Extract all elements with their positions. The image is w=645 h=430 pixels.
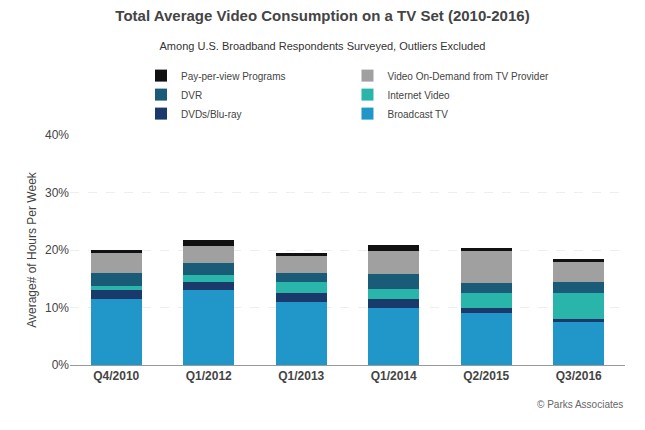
svg-text:Q1/2013: Q1/2013 xyxy=(278,369,324,383)
svg-text:Among U.S. Broadband Responden: Among U.S. Broadband Respondents Surveye… xyxy=(160,40,486,52)
svg-text:DVR: DVR xyxy=(181,90,202,101)
svg-text:Internet Video: Internet Video xyxy=(387,90,450,101)
svg-text:Pay-per-view Programs: Pay-per-view Programs xyxy=(181,71,285,82)
svg-text:© Parks Associates: © Parks Associates xyxy=(537,399,623,410)
svg-text:Q1/2012: Q1/2012 xyxy=(186,369,232,383)
svg-text:10%: 10% xyxy=(45,301,69,315)
svg-text:Q4/2010: Q4/2010 xyxy=(93,369,139,383)
svg-text:20%: 20% xyxy=(45,243,69,257)
svg-text:Total Average Video Consumptio: Total Average Video Consumption on a TV … xyxy=(115,7,529,24)
svg-text:Average# of Hours Per Week: Average# of Hours Per Week xyxy=(25,171,39,328)
svg-text:Q2/2015: Q2/2015 xyxy=(463,369,509,383)
svg-text:Q1/2014: Q1/2014 xyxy=(371,369,417,383)
svg-text:Broadcast TV: Broadcast TV xyxy=(387,109,448,120)
svg-text:Q3/2016: Q3/2016 xyxy=(556,369,602,383)
svg-text:0%: 0% xyxy=(52,358,70,372)
svg-text:40%: 40% xyxy=(45,128,69,142)
svg-text:Video On-Demand from TV Provid: Video On-Demand from TV Provider xyxy=(387,71,548,82)
svg-text:30%: 30% xyxy=(45,186,69,200)
svg-text:DVDs/Blu-ray: DVDs/Blu-ray xyxy=(181,109,242,120)
